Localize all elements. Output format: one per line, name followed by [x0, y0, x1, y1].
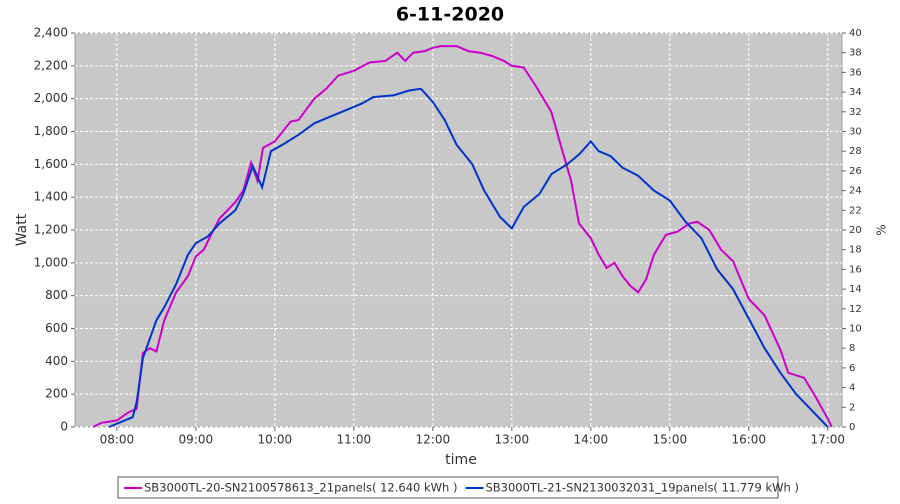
y-tick-label: 2,000	[34, 91, 68, 105]
y-tick-label: 800	[45, 288, 68, 302]
y2-tick-label: 32	[849, 107, 862, 118]
y2-tick-label: 16	[849, 264, 862, 275]
y2-tick-label: 24	[849, 186, 862, 197]
y2-tick-label: 34	[849, 87, 862, 98]
legend-label: SB3000TL-21-SN2130032031_19panels( 11.77…	[485, 481, 798, 495]
x-tick-label: 16:00	[731, 433, 766, 447]
y-tick-label: 200	[45, 387, 68, 401]
x-tick-label: 15:00	[653, 433, 688, 447]
y-axis-label: Watt	[14, 213, 30, 246]
y-tick-label: 400	[45, 354, 68, 368]
x-tick-label: 17:00	[810, 433, 845, 447]
y-tick-label: 1,600	[34, 157, 68, 171]
x-axis-label: time	[445, 452, 477, 468]
y2-tick-label: 18	[849, 245, 862, 256]
series-line	[92, 45, 833, 428]
x-tick-label: 12:00	[416, 433, 451, 447]
y-tick-label: 1,200	[34, 223, 68, 237]
y-tick-label: 600	[45, 321, 68, 335]
y2-tick-label: 12	[849, 304, 862, 315]
legend	[117, 476, 779, 499]
y2-tick-label: 8	[849, 343, 855, 354]
y2-tick-label: 14	[849, 284, 862, 295]
y-tick-label: 1,000	[34, 255, 68, 269]
y2-tick-label: 36	[849, 67, 862, 78]
y2-tick-label: 10	[849, 324, 862, 335]
y2-tick-label: 0	[849, 422, 855, 433]
x-tick-label: 08:00	[100, 433, 135, 447]
y-tick-label: 0	[60, 420, 68, 434]
x-tick-label: 09:00	[179, 433, 214, 447]
y2-tick-label: 26	[849, 166, 862, 177]
y2-tick-label: 28	[849, 146, 862, 157]
x-tick-label: 13:00	[495, 433, 530, 447]
y2-tick-label: 22	[849, 205, 862, 216]
legend-label: SB3000TL-20-SN2100578613_21panels( 12.64…	[144, 481, 457, 495]
y2-tick-label: 2	[849, 402, 855, 413]
series-line	[108, 87, 829, 428]
y2-tick-label: 20	[849, 225, 862, 236]
x-tick-label: 10:00	[258, 433, 293, 447]
y2-tick-label: 30	[849, 127, 862, 138]
y-tick-label: 2,400	[34, 26, 68, 40]
y-tick-label: 1,800	[34, 124, 68, 138]
y2-tick-label: 6	[849, 363, 855, 374]
y2-tick-label: 38	[849, 48, 862, 59]
chart-title: 6-11-2020	[396, 4, 504, 26]
x-tick-label: 14:00	[574, 433, 609, 447]
y2-axis-label: %	[875, 224, 889, 235]
y2-tick-label: 4	[849, 383, 855, 394]
y2-tick-label: 40	[849, 28, 862, 39]
y-tick-label: 1,400	[34, 190, 68, 204]
x-tick-label: 11:00	[337, 433, 372, 447]
y-tick-label: 2,200	[34, 58, 68, 72]
